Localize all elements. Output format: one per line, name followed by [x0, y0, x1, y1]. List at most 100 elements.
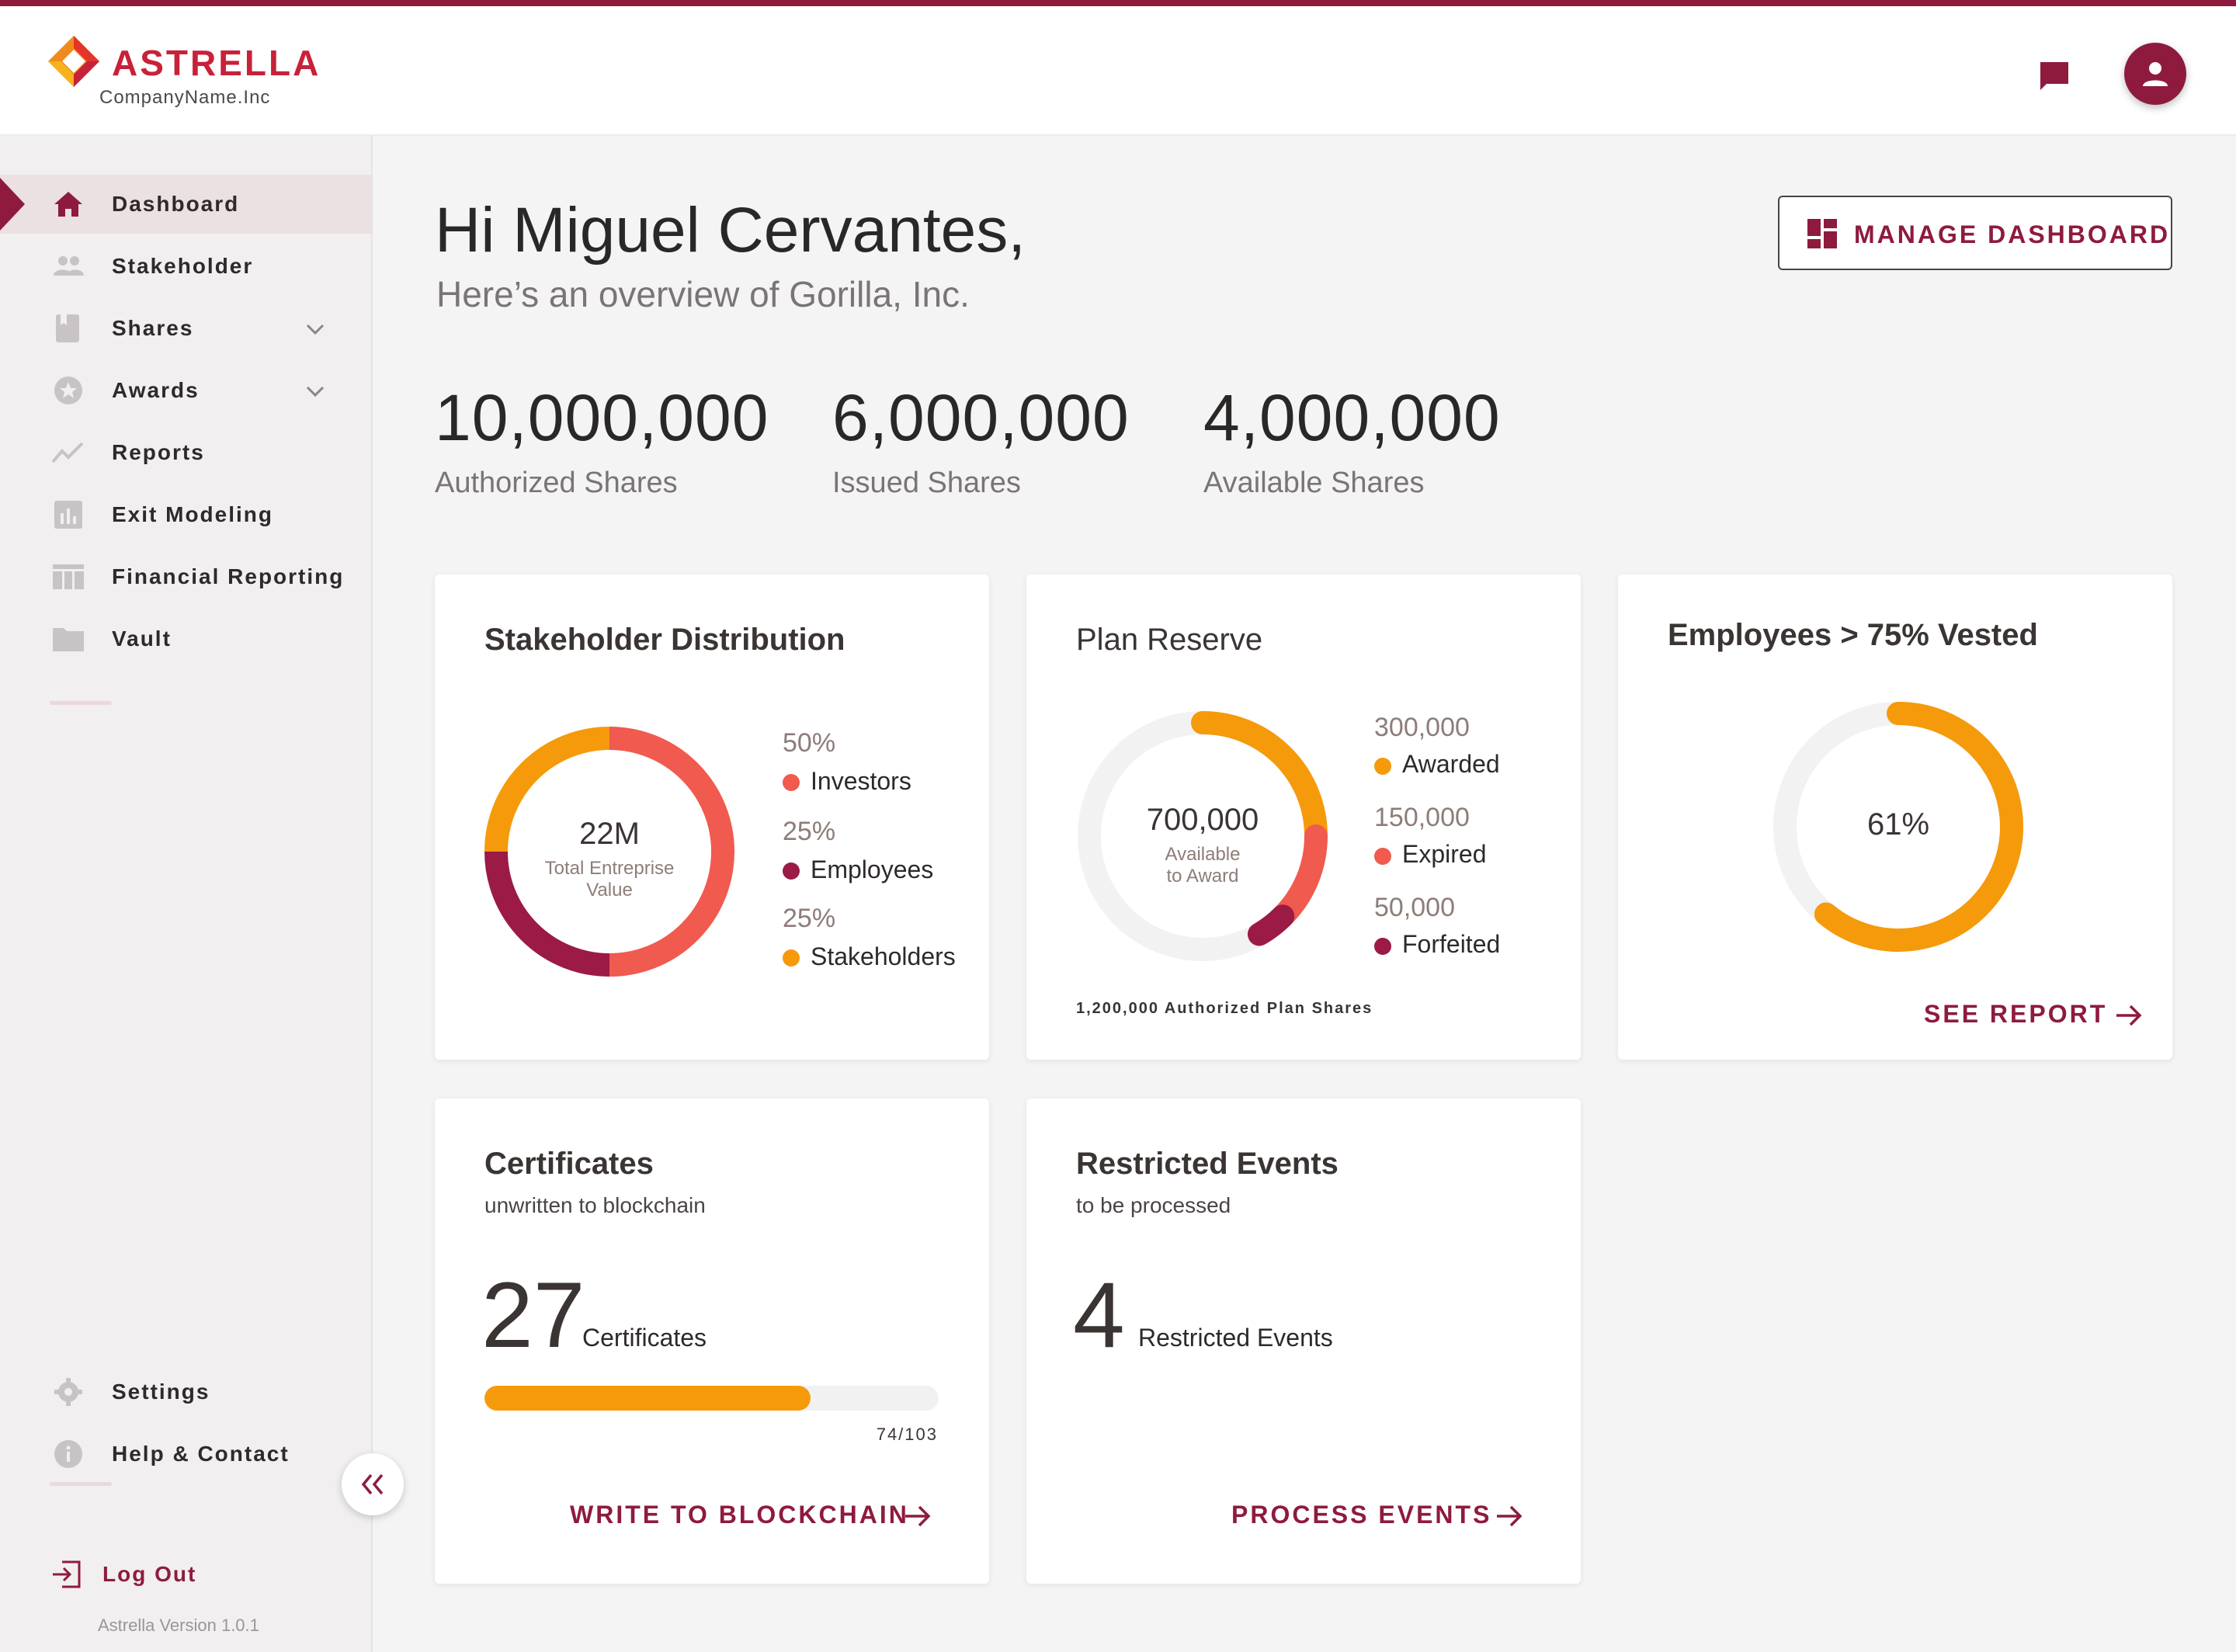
chevron-down-icon[interactable]: [304, 381, 326, 400]
version-text: Astrella Version 1.0.1: [98, 1616, 259, 1635]
legend-dot: [1374, 758, 1391, 775]
company-name: CompanyName.Inc: [99, 87, 271, 108]
stat-available-shares: 4,000,000 Available Shares: [1203, 380, 1501, 500]
folder-icon: [53, 628, 84, 651]
stat-issued-shares: 6,000,000 Issued Shares: [832, 380, 1130, 500]
arrow-right-icon: [1497, 1505, 1522, 1527]
trend-icon: [51, 442, 84, 463]
manage-dashboard-button[interactable]: MANAGE DASHBOARD: [1778, 196, 2172, 270]
certificates-card: Certificates unwritten to blockchain 27 …: [435, 1098, 989, 1584]
chat-icon[interactable]: [2036, 57, 2073, 95]
center-label: to Award: [1166, 866, 1239, 887]
plan-reserve-footer: 1,200,000 Authorized Plan Shares: [1076, 1000, 1373, 1017]
card-title: Plan Reserve: [1076, 623, 1263, 657]
sidebar-item-label: Dashboard: [112, 192, 240, 216]
card-title: Stakeholder Distribution: [484, 623, 845, 657]
sidebar: Dashboard Stakeholder Shares Awards Repo…: [0, 136, 373, 1652]
stakeholder-donut-chart: [484, 727, 734, 977]
card-subtitle: unwritten to blockchain: [484, 1193, 706, 1217]
see-report-label: SEE REPORT: [1924, 1000, 2108, 1028]
donut-segment-forfeited: [1248, 904, 1295, 946]
legend-pct: 50%: [783, 728, 836, 758]
sidebar-item-help[interactable]: Help & Contact: [0, 1425, 371, 1484]
sidebar-item-stakeholder[interactable]: Stakeholder: [0, 237, 371, 296]
write-to-blockchain-link[interactable]: WRITE TO BLOCKCHAIN: [570, 1501, 931, 1529]
stat-authorized-shares: 10,000,000 Authorized Shares: [435, 380, 769, 500]
chevron-down-icon[interactable]: [304, 319, 326, 338]
write-to-blockchain-label: WRITE TO BLOCKCHAIN: [570, 1501, 909, 1529]
sidebar-item-label: Stakeholder: [112, 254, 254, 278]
legend-pct: 25%: [783, 904, 836, 933]
restricted-events-count-label: Restricted Events: [1138, 1324, 1333, 1352]
sidebar-item-label: Awards: [112, 378, 200, 402]
gear-icon: [54, 1378, 82, 1406]
vested-donut-chart: [1773, 702, 2023, 952]
stat-label: Issued Shares: [832, 467, 1021, 499]
restricted-events-count: 4: [1073, 1263, 1125, 1367]
collapse-sidebar-button[interactable]: [342, 1453, 404, 1515]
legend-dot: [1374, 938, 1391, 955]
see-report-link[interactable]: SEE REPORT: [1924, 1000, 2142, 1029]
page-title: Hi Miguel Cervantes,: [435, 195, 1026, 266]
certificates-count-label: Certificates: [582, 1324, 707, 1352]
legend-label: Forfeited: [1402, 930, 1501, 958]
brand-name: ASTRELLA: [112, 43, 321, 83]
progress-text: 74/103: [876, 1425, 938, 1444]
double-chevron-left-icon: [361, 1473, 384, 1495]
card-title: Employees > 75% Vested: [1668, 618, 2038, 652]
legend-value: 300,000: [1374, 713, 1470, 742]
logout-label: Log Out: [102, 1562, 197, 1586]
logout-button[interactable]: Log Out: [0, 1545, 371, 1604]
sidebar-item-settings[interactable]: Settings: [0, 1362, 371, 1421]
certificates-count: 27: [481, 1263, 585, 1367]
donut-segment-employees: [484, 851, 610, 977]
donut-center: 700,000 Available to Award: [1075, 803, 1331, 887]
astrella-logo-icon: [48, 36, 99, 87]
donut-segment-awarded: [1191, 711, 1328, 848]
manage-dashboard-label: MANAGE DASHBOARD: [1854, 220, 2171, 248]
sidebar-item-financial-reporting[interactable]: Financial Reporting: [0, 547, 371, 606]
info-icon: [54, 1440, 82, 1468]
donut-segment-investors: [609, 727, 734, 977]
sidebar-item-reports[interactable]: Reports: [0, 423, 371, 482]
sidebar-item-label: Financial Reporting: [112, 564, 345, 588]
sidebar-item-dashboard[interactable]: Dashboard: [0, 175, 371, 234]
sidebar-divider: [50, 1482, 112, 1486]
legend-value: 50,000: [1374, 893, 1455, 922]
legend-label: Employees: [811, 856, 934, 883]
sidebar-item-label: Shares: [112, 316, 194, 340]
table-icon: [53, 564, 84, 589]
top-bar: ASTRELLA CompanyName.Inc: [0, 0, 2236, 136]
sidebar-item-label: Settings: [112, 1380, 210, 1404]
legend-label: Stakeholders: [811, 942, 956, 970]
donut-segment-stakeholders: [484, 727, 610, 852]
legend-dot: [783, 774, 800, 791]
legend-dot: [1374, 848, 1391, 865]
plan-reserve-card: Plan Reserve 700,000 Available to Award …: [1026, 574, 1581, 1060]
user-avatar-button[interactable]: [2124, 43, 2186, 105]
card-title: Restricted Events: [1076, 1147, 1338, 1181]
sidebar-item-shares[interactable]: Shares: [0, 299, 371, 358]
legend-dot: [783, 862, 800, 880]
center-label: Available: [1165, 844, 1241, 865]
sidebar-item-vault[interactable]: Vault: [0, 609, 371, 668]
card-title: Certificates: [484, 1147, 654, 1181]
legend-label: Investors: [811, 767, 911, 795]
legend-value: 150,000: [1374, 803, 1470, 832]
sidebar-divider: [50, 701, 112, 705]
star-badge-icon: [54, 377, 82, 404]
page-subtitle: Here’s an overview of Gorilla, Inc.: [436, 274, 970, 314]
legend-pct: 25%: [783, 817, 836, 846]
user-icon: [2143, 62, 2168, 86]
people-icon: [54, 256, 84, 276]
sidebar-item-label: Vault: [112, 626, 172, 651]
sidebar-item-exit-modeling[interactable]: Exit Modeling: [0, 485, 371, 544]
stat-value: 4,000,000: [1203, 381, 1501, 454]
stat-label: Available Shares: [1203, 467, 1425, 499]
donut-segment-vested: [1814, 702, 2023, 952]
card-subtitle: to be processed: [1076, 1193, 1231, 1217]
center-value: 700,000: [1146, 803, 1259, 837]
sidebar-item-label: Help & Contact: [112, 1442, 290, 1466]
sidebar-item-awards[interactable]: Awards: [0, 361, 371, 420]
process-events-link[interactable]: PROCESS EVENTS: [1231, 1501, 1522, 1529]
